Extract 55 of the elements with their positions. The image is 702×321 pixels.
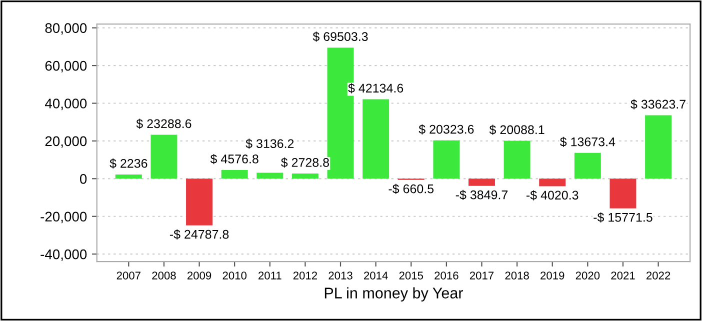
y-tick-label: 40,000 bbox=[44, 98, 87, 110]
x-tick-label: 2010 bbox=[222, 272, 247, 280]
x-tick-label: 2020 bbox=[576, 272, 600, 280]
data-label: -$ 15771.5 bbox=[594, 212, 652, 222]
data-label: -$ 3849.7 bbox=[456, 190, 508, 200]
x-tick-label: 2018 bbox=[505, 272, 529, 280]
data-label: -$ 24787.8 bbox=[170, 229, 229, 240]
x-tick-label: 2017 bbox=[470, 272, 494, 280]
bar bbox=[504, 140, 530, 179]
y-tick-label: 20,000 bbox=[45, 136, 87, 148]
bar bbox=[115, 174, 142, 179]
y-tick-label: 60,000 bbox=[45, 60, 87, 72]
data-label: $ 20323.6 bbox=[418, 124, 474, 134]
y-tick-label: 80,000 bbox=[45, 23, 87, 35]
bar bbox=[645, 115, 672, 179]
bar bbox=[327, 48, 354, 179]
bar bbox=[256, 172, 284, 179]
x-tick-label: 2011 bbox=[258, 272, 282, 280]
x-tick-label: 2009 bbox=[187, 272, 212, 280]
x-tick-label: 2008 bbox=[152, 272, 176, 280]
bar bbox=[362, 99, 390, 179]
data-label: $ 2728.8 bbox=[281, 158, 329, 168]
bar bbox=[186, 178, 213, 226]
bar bbox=[221, 170, 248, 179]
x-tick-label: 2014 bbox=[364, 272, 388, 280]
x-tick-label: 2016 bbox=[434, 272, 458, 280]
bar bbox=[610, 178, 636, 208]
data-label: $ 20088.1 bbox=[489, 124, 544, 135]
x-tick-label: 2012 bbox=[293, 272, 317, 280]
data-label: $ 3136.2 bbox=[246, 138, 294, 149]
y-tick-label: 0 bbox=[80, 174, 87, 184]
data-label: -$ 660.5 bbox=[388, 184, 434, 194]
data-label: -$ 4020.3 bbox=[526, 190, 578, 200]
data-label: $ 13673.4 bbox=[560, 136, 616, 147]
bar bbox=[292, 174, 318, 179]
x-tick-label: 2019 bbox=[540, 272, 564, 280]
y-tick-label: -40,000 bbox=[40, 249, 87, 261]
bar bbox=[150, 134, 178, 179]
bar bbox=[539, 178, 566, 186]
bar bbox=[574, 152, 601, 179]
x-tick-label: 2007 bbox=[116, 272, 140, 280]
y-tick-label: -20,000 bbox=[40, 212, 87, 224]
bar bbox=[433, 140, 460, 179]
x-tick-label: 2021 bbox=[611, 272, 635, 280]
bar bbox=[468, 178, 495, 186]
x-tick-label: 2015 bbox=[399, 272, 424, 280]
data-label: $ 23288.6 bbox=[136, 118, 192, 129]
data-label: $ 33623.7 bbox=[630, 99, 686, 110]
x-axis-title: PL in money by Year bbox=[324, 287, 464, 302]
data-label: $ 4576.8 bbox=[210, 154, 258, 164]
data-label: $ 69503.3 bbox=[312, 32, 368, 42]
data-label: $ 42134.6 bbox=[348, 83, 404, 94]
x-tick-label: 2013 bbox=[328, 272, 352, 280]
data-label: $ 2236 bbox=[110, 158, 148, 169]
x-tick-label: 2022 bbox=[646, 272, 670, 280]
